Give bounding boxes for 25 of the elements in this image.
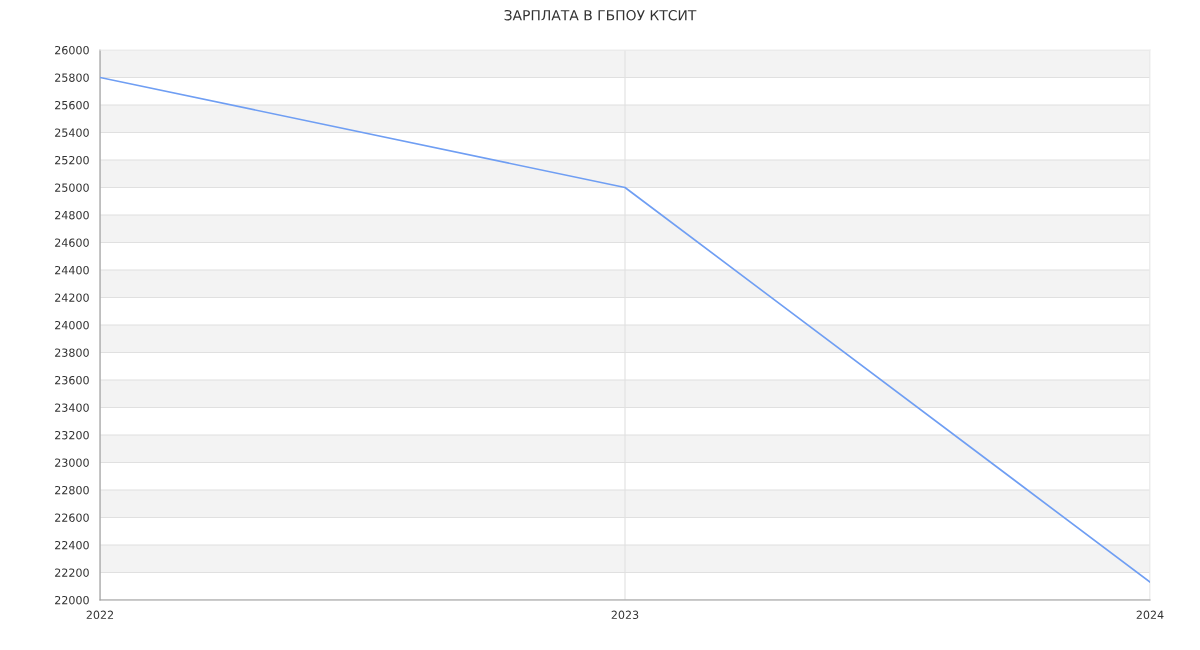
y-tick-label: 24800 bbox=[55, 210, 89, 220]
y-tick-label: 24000 bbox=[55, 320, 89, 330]
x-tick-label: 2024 bbox=[1136, 610, 1164, 620]
y-tick-label: 25000 bbox=[55, 183, 89, 192]
y-tick-label: 24400 bbox=[55, 265, 89, 275]
y-tick-label: 22600 bbox=[55, 513, 89, 522]
y-tick-label: 24200 bbox=[55, 293, 89, 302]
y-tick-label: 22800 bbox=[55, 485, 89, 495]
y-tick-label: 23200 bbox=[55, 430, 89, 440]
y-tick-label: 26000 bbox=[55, 45, 89, 55]
x-tick-label: 2023 bbox=[611, 610, 639, 620]
y-tick-label: 23600 bbox=[55, 375, 89, 385]
y-tick-label: 25200 bbox=[55, 155, 89, 165]
y-tick-label: 23000 bbox=[55, 458, 89, 467]
y-tick-label: 22000 bbox=[55, 595, 89, 605]
y-tick-label: 23800 bbox=[55, 348, 89, 357]
y-tick-label: 23400 bbox=[55, 403, 89, 412]
chart-title: ЗАРПЛАТА В ГБПОУ КТСИТ bbox=[504, 10, 697, 21]
y-tick-label: 24600 bbox=[55, 238, 89, 247]
y-tick-label: 22200 bbox=[55, 568, 89, 577]
y-tick-label: 25400 bbox=[55, 128, 89, 137]
y-tick-label: 25800 bbox=[55, 73, 89, 82]
y-tick-label: 22400 bbox=[55, 540, 89, 550]
y-tick-label: 25600 bbox=[55, 100, 89, 110]
x-tick-label: 2022 bbox=[86, 610, 114, 620]
